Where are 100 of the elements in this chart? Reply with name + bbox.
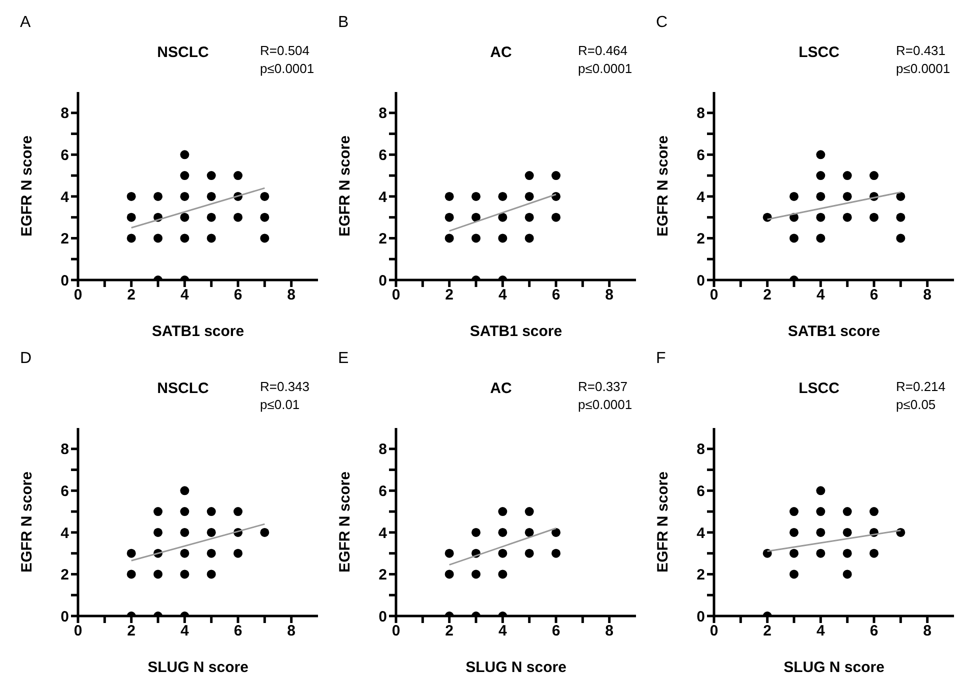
point: [180, 192, 190, 201]
y-tick-label: 8: [378, 441, 387, 458]
x-tick-label: 0: [710, 622, 718, 640]
point: [790, 234, 798, 243]
point: [498, 528, 508, 537]
point: [472, 192, 480, 201]
x-tick-label: 4: [498, 622, 508, 640]
point: [790, 192, 798, 201]
x-tick-label: 0: [392, 286, 400, 304]
point: [870, 171, 878, 180]
y-tick-label: 4: [696, 524, 706, 542]
x-axis-title: SLUG N score: [466, 659, 566, 676]
point: [126, 192, 136, 201]
y-tick-label: 8: [696, 441, 705, 458]
y-tick-label: 8: [60, 441, 69, 458]
y-tick-label: 8: [696, 105, 705, 122]
chart-title: LSCC: [798, 380, 840, 397]
y-tick-label: 0: [696, 272, 705, 290]
x-tick-label: 6: [552, 286, 560, 304]
point: [842, 171, 852, 180]
y-tick-label: 0: [378, 272, 387, 290]
chart-title: LSCC: [798, 44, 840, 61]
chart-title: AC: [489, 44, 513, 61]
point: [126, 234, 136, 243]
x-tick-label: 8: [287, 622, 296, 640]
y-tick-label: 2: [696, 566, 705, 584]
y-tick-label: 8: [60, 105, 69, 122]
y-tick-label: 4: [60, 188, 70, 206]
point: [180, 507, 190, 516]
y-tick-label: 0: [378, 608, 387, 626]
y-tick-label: 0: [696, 608, 705, 626]
point: [472, 212, 480, 222]
point: [180, 570, 190, 579]
point: [524, 234, 534, 243]
point: [816, 486, 826, 496]
point: [154, 507, 162, 516]
text: R=0.337: [578, 378, 629, 396]
point: [154, 234, 162, 243]
point: [552, 171, 560, 180]
point: [206, 507, 216, 516]
point: [790, 570, 798, 579]
x-tick-label: 4: [180, 622, 190, 640]
text: R=0.504: [260, 42, 311, 60]
point: [180, 234, 190, 243]
point: [816, 528, 826, 537]
x-tick-label: 0: [74, 622, 82, 640]
point: [444, 548, 454, 558]
point: [472, 570, 480, 579]
point: [472, 528, 480, 537]
point: [816, 212, 826, 222]
point: [524, 548, 534, 558]
x-axis-title: SLUG N score: [784, 659, 884, 676]
y-tick-label: 8: [378, 105, 387, 122]
x-tick-label: 8: [923, 286, 932, 304]
point: [816, 548, 826, 558]
x-tick-label: 2: [127, 622, 136, 640]
point: [260, 234, 270, 243]
text: p≤0.0001: [578, 60, 632, 78]
point: [790, 548, 798, 558]
point: [260, 192, 270, 201]
point: [896, 234, 906, 243]
text: p≤0.0001: [578, 396, 632, 414]
x-tick-label: 4: [498, 286, 508, 304]
x-tick-label: 2: [763, 622, 772, 640]
point: [206, 192, 216, 201]
point: [552, 528, 560, 537]
y-axis-title: EGFR N score: [654, 472, 672, 572]
y-tick-label: 2: [378, 566, 387, 584]
chart-title: NSCLC: [156, 380, 210, 397]
y-tick-label: 2: [60, 230, 69, 248]
text: R=0.343: [260, 378, 310, 396]
text: F: [656, 350, 666, 368]
point: [154, 570, 162, 579]
y-axis-title: EGFR N score: [18, 136, 36, 236]
y-tick-label: 6: [696, 146, 705, 164]
point: [524, 212, 534, 222]
point: [552, 212, 560, 222]
point: [790, 528, 798, 537]
point: [498, 548, 508, 558]
point: [126, 212, 136, 222]
point: [524, 507, 534, 516]
x-tick-label: 6: [234, 286, 242, 304]
y-tick-label: 4: [378, 524, 388, 542]
x-axis-title: SATB1 score: [470, 323, 562, 340]
point: [816, 171, 826, 180]
chart-title: NSCLC: [156, 44, 210, 61]
x-tick-label: 8: [605, 286, 614, 304]
y-tick-label: 2: [696, 230, 705, 248]
point: [816, 192, 826, 201]
point: [206, 212, 216, 222]
point: [234, 171, 242, 180]
x-tick-label: 4: [180, 286, 190, 304]
point: [154, 528, 162, 537]
x-axis-title: SLUG N score: [148, 659, 248, 676]
point: [234, 212, 242, 222]
point: [180, 171, 190, 180]
text: R=0.214: [896, 378, 946, 396]
point: [498, 507, 508, 516]
text: E: [338, 350, 349, 368]
x-tick-label: 0: [392, 622, 400, 640]
